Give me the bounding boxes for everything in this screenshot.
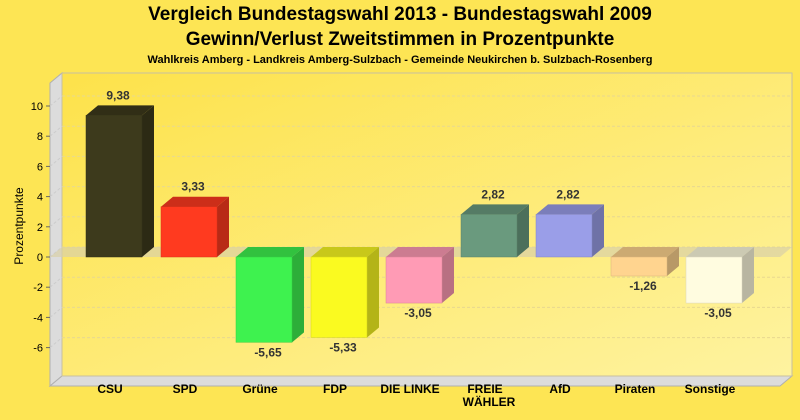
bar-side	[592, 204, 604, 257]
x-tick-label: SPD	[173, 382, 198, 396]
bar	[85, 115, 143, 258]
bar-side	[517, 204, 529, 257]
bar-fdp	[310, 247, 379, 338]
grid-line-side	[49, 125, 63, 137]
bar-top	[236, 247, 304, 257]
x-tick-label: WÄHLER	[463, 394, 516, 409]
x-tick-label: Sonstige	[685, 382, 736, 396]
bar	[310, 256, 368, 338]
bar-side	[292, 247, 304, 343]
bar-top	[311, 247, 379, 257]
x-tick-label: DIE LINKE	[380, 382, 439, 396]
y-tick-label: -2	[33, 282, 43, 294]
grid-line-side	[49, 156, 63, 167]
y-tick-label: 10	[31, 101, 43, 113]
bar-freie-wähler	[460, 204, 529, 258]
x-tick-label: FDP	[323, 382, 347, 396]
grid-line-side	[49, 276, 63, 288]
y-tick-label: 0	[37, 252, 43, 264]
bar	[235, 256, 293, 343]
grid-line-side	[49, 337, 63, 348]
bar-top	[611, 247, 679, 257]
data-label: -5,33	[329, 340, 357, 354]
bar	[385, 256, 443, 304]
data-label: 3,33	[181, 180, 205, 194]
data-label: -3,05	[404, 306, 432, 320]
bar-side	[742, 247, 754, 304]
y-tick-label: 6	[37, 161, 43, 173]
bar-top	[461, 204, 529, 215]
bar-csu	[85, 105, 154, 258]
bar	[610, 256, 668, 277]
y-tick-label: 2	[37, 222, 43, 234]
bar-side	[142, 105, 154, 257]
bar-top	[386, 247, 454, 257]
bar-piraten	[610, 247, 679, 277]
bar-spd	[160, 196, 229, 258]
y-tick-label: 8	[37, 131, 43, 143]
bar-side	[442, 247, 454, 304]
bar	[685, 256, 743, 304]
y-tick-label: -6	[33, 343, 43, 355]
x-tick-label: AfD	[549, 382, 571, 396]
grid-line-side	[49, 307, 63, 318]
bar	[160, 206, 218, 258]
x-tick-label: FREIE	[467, 382, 502, 396]
bar-grüne	[235, 247, 304, 343]
data-label: 9,38	[106, 88, 130, 102]
bar-afd	[535, 204, 604, 258]
bar	[535, 214, 593, 258]
data-label: -5,65	[254, 345, 282, 359]
left-wall	[49, 71, 63, 388]
data-label: -1,26	[629, 279, 657, 293]
x-tick-label: Grüne	[242, 382, 278, 396]
bar-top	[686, 247, 754, 257]
y-tick-label: -4	[33, 312, 43, 324]
grid-line-side	[49, 216, 63, 228]
chart-title: Vergleich Bundestagswahl 2013 - Bundesta…	[148, 4, 652, 25]
data-label: 2,82	[556, 187, 580, 201]
data-label: 2,82	[481, 187, 505, 201]
bar-top	[86, 105, 154, 116]
bar-side	[367, 247, 379, 338]
x-tick-label: CSU	[97, 382, 122, 396]
chart-subtitle: Gewinn/Verlust Zweitstimmen in Prozentpu…	[185, 29, 615, 50]
bar-die-linke	[385, 247, 454, 304]
bar-sonstige	[685, 247, 754, 304]
bar	[460, 214, 518, 258]
y-tick-label: 4	[37, 192, 43, 204]
grid-line-side	[49, 186, 63, 197]
bar-top	[161, 196, 229, 207]
bar-side	[667, 247, 679, 277]
bar-top	[536, 204, 604, 215]
chart-subtitle-2: Wahlkreis Amberg - Landkreis Amberg-Sulz…	[147, 54, 653, 66]
y-axis-label: Prozentpunkte	[12, 187, 26, 265]
back-wall	[61, 72, 793, 377]
grid-line-side	[49, 95, 63, 107]
x-tick-label: Piraten	[615, 382, 656, 396]
bar-side	[217, 196, 229, 257]
data-label: -3,05	[704, 306, 732, 320]
